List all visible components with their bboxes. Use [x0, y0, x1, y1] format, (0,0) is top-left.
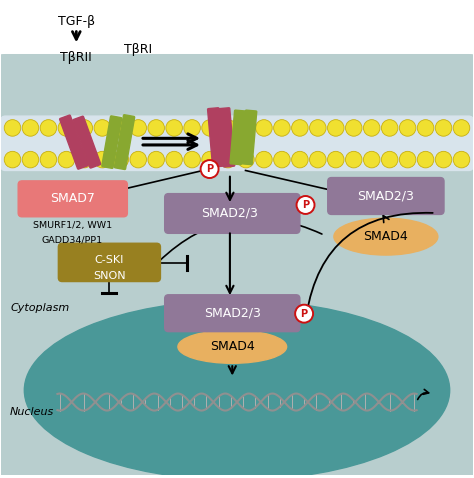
Text: GADD34/PP1: GADD34/PP1: [42, 236, 103, 244]
Circle shape: [273, 120, 290, 136]
Circle shape: [40, 120, 57, 136]
Circle shape: [255, 152, 272, 168]
Circle shape: [435, 152, 452, 168]
Circle shape: [310, 120, 326, 136]
Circle shape: [184, 152, 201, 168]
FancyBboxPatch shape: [114, 115, 135, 170]
Circle shape: [364, 152, 380, 168]
Ellipse shape: [334, 218, 438, 255]
Circle shape: [346, 120, 362, 136]
Ellipse shape: [24, 301, 450, 478]
Circle shape: [22, 120, 39, 136]
Circle shape: [112, 152, 128, 168]
Circle shape: [166, 152, 182, 168]
Circle shape: [202, 120, 219, 136]
Circle shape: [201, 160, 219, 178]
Circle shape: [40, 152, 57, 168]
Ellipse shape: [178, 330, 287, 363]
Circle shape: [273, 152, 290, 168]
Circle shape: [237, 120, 254, 136]
Circle shape: [76, 120, 92, 136]
FancyBboxPatch shape: [328, 177, 444, 215]
Text: Nucleus: Nucleus: [10, 406, 55, 416]
FancyBboxPatch shape: [241, 110, 257, 164]
Circle shape: [292, 120, 308, 136]
Text: SMAD2/3: SMAD2/3: [204, 307, 261, 320]
Circle shape: [130, 120, 146, 136]
Text: TβRI: TβRI: [124, 43, 152, 56]
Circle shape: [94, 120, 110, 136]
Text: SMAD2/3: SMAD2/3: [357, 189, 414, 203]
Circle shape: [382, 120, 398, 136]
Text: SMAD7: SMAD7: [50, 192, 95, 206]
Circle shape: [220, 152, 237, 168]
FancyBboxPatch shape: [0, 54, 474, 478]
Circle shape: [417, 120, 434, 136]
Text: P: P: [302, 200, 309, 210]
FancyBboxPatch shape: [219, 108, 235, 167]
Circle shape: [297, 196, 315, 214]
Circle shape: [94, 152, 110, 168]
Circle shape: [346, 152, 362, 168]
FancyBboxPatch shape: [73, 116, 100, 168]
Circle shape: [237, 152, 254, 168]
Circle shape: [382, 152, 398, 168]
Text: SMURF1/2, WW1: SMURF1/2, WW1: [33, 221, 112, 230]
Circle shape: [112, 120, 128, 136]
Circle shape: [453, 120, 470, 136]
FancyBboxPatch shape: [164, 194, 300, 233]
Circle shape: [435, 120, 452, 136]
Circle shape: [130, 152, 146, 168]
Circle shape: [58, 120, 75, 136]
Circle shape: [220, 120, 237, 136]
FancyBboxPatch shape: [164, 295, 300, 332]
Circle shape: [292, 152, 308, 168]
Circle shape: [328, 120, 344, 136]
FancyBboxPatch shape: [102, 116, 122, 168]
Circle shape: [202, 152, 219, 168]
Bar: [0, 0, 474, 140]
Circle shape: [453, 152, 470, 168]
Circle shape: [148, 120, 164, 136]
Circle shape: [417, 152, 434, 168]
Circle shape: [184, 120, 201, 136]
Text: TGF-β: TGF-β: [58, 15, 95, 28]
Circle shape: [399, 152, 416, 168]
Circle shape: [255, 120, 272, 136]
FancyBboxPatch shape: [230, 110, 246, 164]
FancyBboxPatch shape: [208, 108, 224, 167]
Text: SMAD2/3: SMAD2/3: [201, 207, 258, 220]
Circle shape: [310, 152, 326, 168]
Circle shape: [328, 152, 344, 168]
Circle shape: [4, 120, 21, 136]
Circle shape: [76, 152, 92, 168]
Circle shape: [148, 152, 164, 168]
Text: P: P: [301, 309, 308, 319]
FancyBboxPatch shape: [18, 181, 128, 217]
Circle shape: [364, 120, 380, 136]
Text: SMAD4: SMAD4: [364, 230, 408, 243]
Text: C-SKI: C-SKI: [95, 255, 124, 265]
FancyBboxPatch shape: [0, 116, 474, 171]
FancyBboxPatch shape: [60, 115, 88, 169]
Circle shape: [295, 304, 313, 323]
Text: SNON: SNON: [93, 271, 126, 281]
Text: P: P: [206, 164, 213, 174]
Text: TβRII: TβRII: [61, 51, 92, 64]
Circle shape: [58, 152, 75, 168]
Circle shape: [166, 120, 182, 136]
Circle shape: [399, 120, 416, 136]
Text: Cytoplasm: Cytoplasm: [10, 303, 69, 313]
Text: SMAD4: SMAD4: [210, 340, 255, 353]
Circle shape: [22, 152, 39, 168]
FancyBboxPatch shape: [58, 243, 160, 282]
Circle shape: [4, 152, 21, 168]
